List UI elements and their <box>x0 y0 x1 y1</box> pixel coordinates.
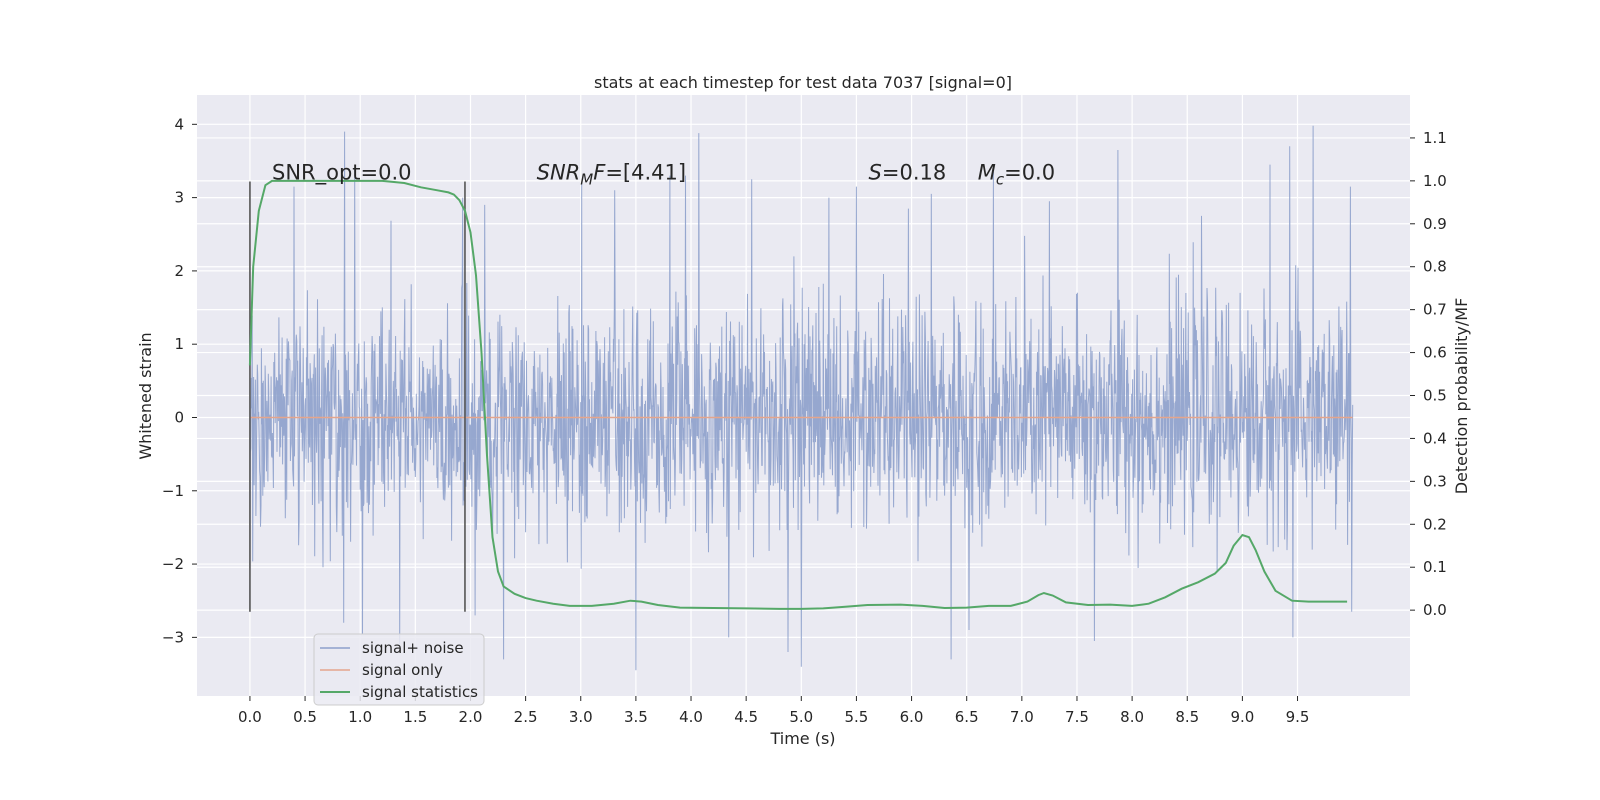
y2-tick-label: 0.6 <box>1423 344 1447 362</box>
x-tick-label: 7.5 <box>1065 708 1089 726</box>
y2-tick-label: 0.3 <box>1423 472 1447 490</box>
annotation-s-stat: S=0.18 <box>869 160 947 184</box>
y-tick-label: 1 <box>174 335 184 353</box>
y2-tick-label: 0.4 <box>1423 429 1447 447</box>
annotation-part: SNR_opt=0.0 <box>272 160 412 185</box>
x-tick-label: 9.0 <box>1230 708 1254 726</box>
y2-tick-label: 0.5 <box>1423 387 1447 405</box>
x-tick-label: 8.5 <box>1175 708 1199 726</box>
x-tick-label: 1.5 <box>403 708 427 726</box>
x-tick-label: 7.0 <box>1010 708 1034 726</box>
x-tick-label: 2.5 <box>514 708 538 726</box>
x-tick-label: 6.5 <box>955 708 979 726</box>
legend-label-signal-statistics: signal statistics <box>362 683 478 701</box>
y2-tick-label: 0.9 <box>1423 215 1447 233</box>
annotation-part: =0.0 <box>1004 160 1055 184</box>
annotation-part: S <box>869 160 882 184</box>
legend-label-signal-noise: signal+ noise <box>362 639 464 657</box>
y2-axis-label: Detection probability/MF <box>1452 298 1471 495</box>
annotations: SNR_opt=0.0 SNRMF=[4.41] S=0.18 Mc=0.0 <box>272 160 1055 188</box>
x-tick-label: 3.0 <box>569 708 593 726</box>
y-tick-label: 0 <box>174 408 184 426</box>
y2-axis-ticks: 1.1 1.0 0.9 0.8 0.7 0.6 0.5 0.4 0.3 0.2 0.1 0.0 <box>1410 129 1447 619</box>
y2-tick-label: 0.0 <box>1423 601 1447 619</box>
annotation-part: =0.18 <box>882 160 946 184</box>
y2-tick-label: 0.8 <box>1423 258 1447 276</box>
series-signal-statistics <box>248 179 1348 610</box>
annotation-part: M <box>978 160 996 184</box>
annotation-part: M <box>580 170 593 188</box>
x-tick-label: 3.5 <box>624 708 648 726</box>
y2-tick-label: 1.0 <box>1423 172 1447 190</box>
x-tick-label: 6.0 <box>900 708 924 726</box>
y2-tick-label: 0.1 <box>1423 558 1447 576</box>
y-tick-label: 3 <box>174 189 184 207</box>
y-axis-label: Whitened strain <box>136 332 155 459</box>
series-signal-noise <box>249 125 1354 671</box>
x-tick-label: 5.5 <box>845 708 869 726</box>
annotation-part: c <box>996 170 1005 188</box>
annotation-part: SNR <box>537 160 581 184</box>
x-tick-label: 0.0 <box>238 708 262 726</box>
y2-tick-label: 0.2 <box>1423 515 1447 533</box>
y-tick-label: 2 <box>174 262 184 280</box>
x-tick-label: 9.5 <box>1286 708 1310 726</box>
annotation-mc: Mc=0.0 <box>978 160 1055 188</box>
x-tick-label: 2.0 <box>459 708 483 726</box>
y2-tick-label: 0.7 <box>1423 301 1447 319</box>
annotation-part: F <box>593 160 606 184</box>
x-tick-label: 8.0 <box>1120 708 1144 726</box>
x-axis-label: Time (s) <box>769 729 835 748</box>
y-tick-label: −2 <box>162 555 184 573</box>
annotation-part: =[4.41] <box>605 160 686 184</box>
legend: signal+ noise signal only signal statist… <box>313 633 485 706</box>
x-tick-label: 4.5 <box>734 708 758 726</box>
legend-label-signal-only: signal only <box>362 661 443 679</box>
legend-box <box>313 633 485 706</box>
annotation-snr-mf: SNRMF=[4.41] <box>537 160 686 188</box>
y-tick-label: 4 <box>174 115 184 133</box>
y-tick-label: −3 <box>162 628 184 646</box>
y-tick-label: −1 <box>162 482 184 500</box>
x-tick-label: 1.0 <box>348 708 372 726</box>
x-tick-label: 0.5 <box>293 708 317 726</box>
y2-tick-label: 1.1 <box>1423 129 1447 147</box>
x-tick-label: 4.0 <box>679 708 703 726</box>
x-axis-ticks: 0.0 0.5 1.0 1.5 2.0 2.5 3.0 3.5 4.0 4.5 5.0 5.5 6.0 6… <box>238 696 1309 726</box>
x-tick-label: 5.0 <box>789 708 813 726</box>
annotation-snr-opt: SNR_opt=0.0 <box>272 160 412 185</box>
chart-title: stats at each timestep for test data 703… <box>594 73 1012 92</box>
y-axis-ticks: 4 3 2 1 0 −1 −2 −3 <box>162 115 197 646</box>
